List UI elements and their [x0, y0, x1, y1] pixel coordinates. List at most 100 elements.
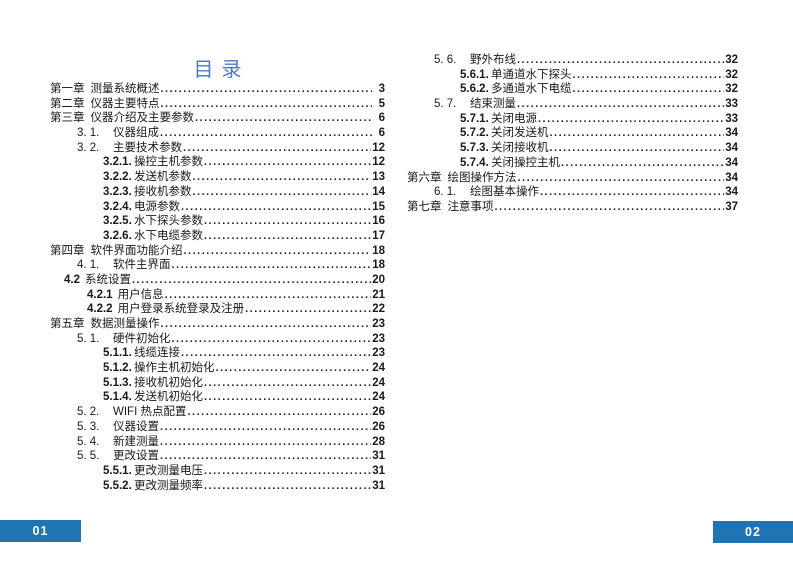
- toc-entry-number: 3.2.2.: [103, 171, 132, 184]
- toc-entry-page: 26: [372, 406, 385, 419]
- toc-entry[interactable]: 3.2.5.水下探头参数 16: [50, 214, 385, 229]
- toc-entry-number: 3.2.5.: [103, 215, 132, 228]
- dot-leader: [165, 288, 372, 303]
- toc-entry-label: 用户信息: [117, 288, 164, 301]
- toc-entry[interactable]: 5. 2. WIFI 热点配置 26: [50, 405, 385, 420]
- toc-entry[interactable]: 5.7.2.关闭发送机 34: [407, 126, 738, 141]
- toc-entry[interactable]: 3.2.2.发送机参数 13: [50, 170, 385, 185]
- toc-entry[interactable]: 5.6.1.单通道水下探头 32: [407, 68, 738, 83]
- toc-entry[interactable]: 3. 1. 仪器组成 6: [50, 126, 385, 141]
- toc-entry[interactable]: 4. 1. 软件主界面 18: [50, 258, 385, 273]
- toc-entry[interactable]: 5.6.2.多通道水下电缆 32: [407, 82, 738, 97]
- dot-leader: [204, 390, 371, 405]
- toc-entry-label: 发送机初始化: [134, 391, 203, 404]
- toc-entry-label: 操作主机初始化: [134, 362, 215, 375]
- toc-entry-number: 5. 2.: [77, 406, 100, 419]
- toc-entry[interactable]: 5. 4. 新建测量 28: [50, 435, 385, 450]
- toc-entry[interactable]: 4.2.1 用户信息 21: [50, 288, 385, 303]
- toc-entry-label: WIFI 热点配置: [113, 406, 187, 419]
- toc-entry-label: 接收机初始化: [134, 376, 203, 389]
- toc-entry[interactable]: 3.2.3.接收机参数 14: [50, 185, 385, 200]
- toc-entry[interactable]: 5.1.4.发送机初始化 24: [50, 390, 385, 405]
- toc-entry-page: 13: [372, 171, 385, 184]
- toc-entry[interactable]: 5.1.1.线缆连接 23: [50, 346, 385, 361]
- page-number-badge-left: 01: [0, 520, 81, 542]
- toc-entry-label: 结束测量: [470, 98, 516, 111]
- toc-entry-label: 硬件初始化: [113, 332, 171, 345]
- toc-entry[interactable]: 3.2.6.水下电缆参数 17: [50, 229, 385, 244]
- dot-leader: [184, 244, 372, 259]
- dot-leader: [172, 332, 372, 347]
- toc-entry-page: 22: [372, 303, 385, 316]
- toc-entry-number: 5. 5.: [77, 450, 100, 463]
- toc-entry[interactable]: 5. 3. 仪器设置 26: [50, 420, 385, 435]
- dot-leader: [540, 185, 724, 200]
- toc-entry-page: 33: [725, 112, 738, 125]
- toc-entry-page: 17: [372, 229, 385, 242]
- toc-entry-number: 5.7.1.: [460, 112, 489, 125]
- toc-entry-page: 33: [725, 98, 738, 111]
- dot-leader: [172, 258, 372, 273]
- toc-entry-number: 5.7.2.: [460, 127, 489, 140]
- toc-entry-number: 第三章: [50, 112, 85, 125]
- toc-entry-page: 34: [725, 142, 738, 155]
- toc-entry[interactable]: 5. 6. 野外布线 32: [407, 53, 738, 68]
- toc-entry[interactable]: 3.2.4.电源参数 15: [50, 200, 385, 215]
- toc-entry-page: 18: [372, 244, 385, 257]
- toc-entry-number: 第二章: [50, 97, 85, 110]
- toc-entry[interactable]: 5.1.3.接收机初始化 24: [50, 376, 385, 391]
- toc-title: 目录: [193, 59, 250, 81]
- toc-entry-label: 接收机参数: [134, 185, 192, 198]
- toc-entry-label: 多通道水下电缆: [491, 83, 572, 96]
- toc-entry[interactable]: 5.1.2.操作主机初始化 24: [50, 361, 385, 376]
- toc-entry-label: 更改设置: [113, 450, 159, 463]
- toc-entry-label: 关闭电源: [491, 112, 537, 125]
- dot-leader: [550, 141, 725, 156]
- dot-leader: [193, 170, 372, 185]
- toc-entry-page: 31: [372, 479, 385, 492]
- toc-entry[interactable]: 5.7.1.关闭电源 33: [407, 112, 738, 127]
- toc-entry-number: 4. 1.: [77, 259, 100, 272]
- toc-entry-page: 14: [372, 185, 385, 198]
- dot-leader: [204, 214, 371, 229]
- dot-leader: [161, 97, 373, 112]
- toc-entry[interactable]: 5. 7. 结束测量 33: [407, 97, 738, 112]
- toc-entry[interactable]: 5. 5. 更改设置 31: [50, 449, 385, 464]
- toc-entry-label: 绘图操作方法: [447, 171, 517, 184]
- toc-entry[interactable]: 5.7.4.关闭操控主机 34: [407, 156, 738, 171]
- toc-entry[interactable]: 3.2.1.操控主机参数 12: [50, 155, 385, 170]
- toc-entry-label: 更改测量频率: [134, 479, 203, 492]
- toc-entry-label: 新建测量: [113, 435, 159, 448]
- toc-entry-number: 5.6.2.: [460, 83, 489, 96]
- toc-entry-label: 水下电缆参数: [134, 229, 203, 242]
- dot-leader: [160, 449, 371, 464]
- dot-leader: [204, 464, 371, 479]
- toc-entry[interactable]: 5. 1. 硬件初始化 23: [50, 332, 385, 347]
- dot-leader: [161, 317, 372, 332]
- toc-entry-label: 仪器组成: [113, 127, 159, 140]
- toc-entry[interactable]: 4.2 系统设置 20: [50, 273, 385, 288]
- toc-entry-number: 6. 1.: [434, 186, 457, 199]
- toc-entry[interactable]: 5.5.1.更改测量电压 31: [50, 464, 385, 479]
- dot-leader: [550, 126, 725, 141]
- toc-entry[interactable]: 6. 1. 绘图基本操作 34: [407, 185, 738, 200]
- dot-leader: [517, 53, 724, 68]
- toc-entry-page: 34: [725, 171, 738, 184]
- dot-leader: [518, 171, 725, 186]
- toc-entry[interactable]: 5.7.3.关闭接收机 34: [407, 141, 738, 156]
- toc-entry-number: 5.5.2.: [103, 479, 132, 492]
- toc-entry-number: 5.1.4.: [103, 391, 132, 404]
- toc-entry[interactable]: 5.5.2.更改测量频率 31: [50, 479, 385, 494]
- toc-entry-page: 32: [725, 83, 738, 96]
- toc-entry[interactable]: 4.2.2 用户登录系统登录及注册 22: [50, 302, 385, 317]
- toc-entry[interactable]: 3. 2. 主要技术参数 12: [50, 141, 385, 156]
- toc-entry-number: 第五章: [50, 318, 85, 330]
- toc-entry-number: 3. 2.: [77, 141, 100, 154]
